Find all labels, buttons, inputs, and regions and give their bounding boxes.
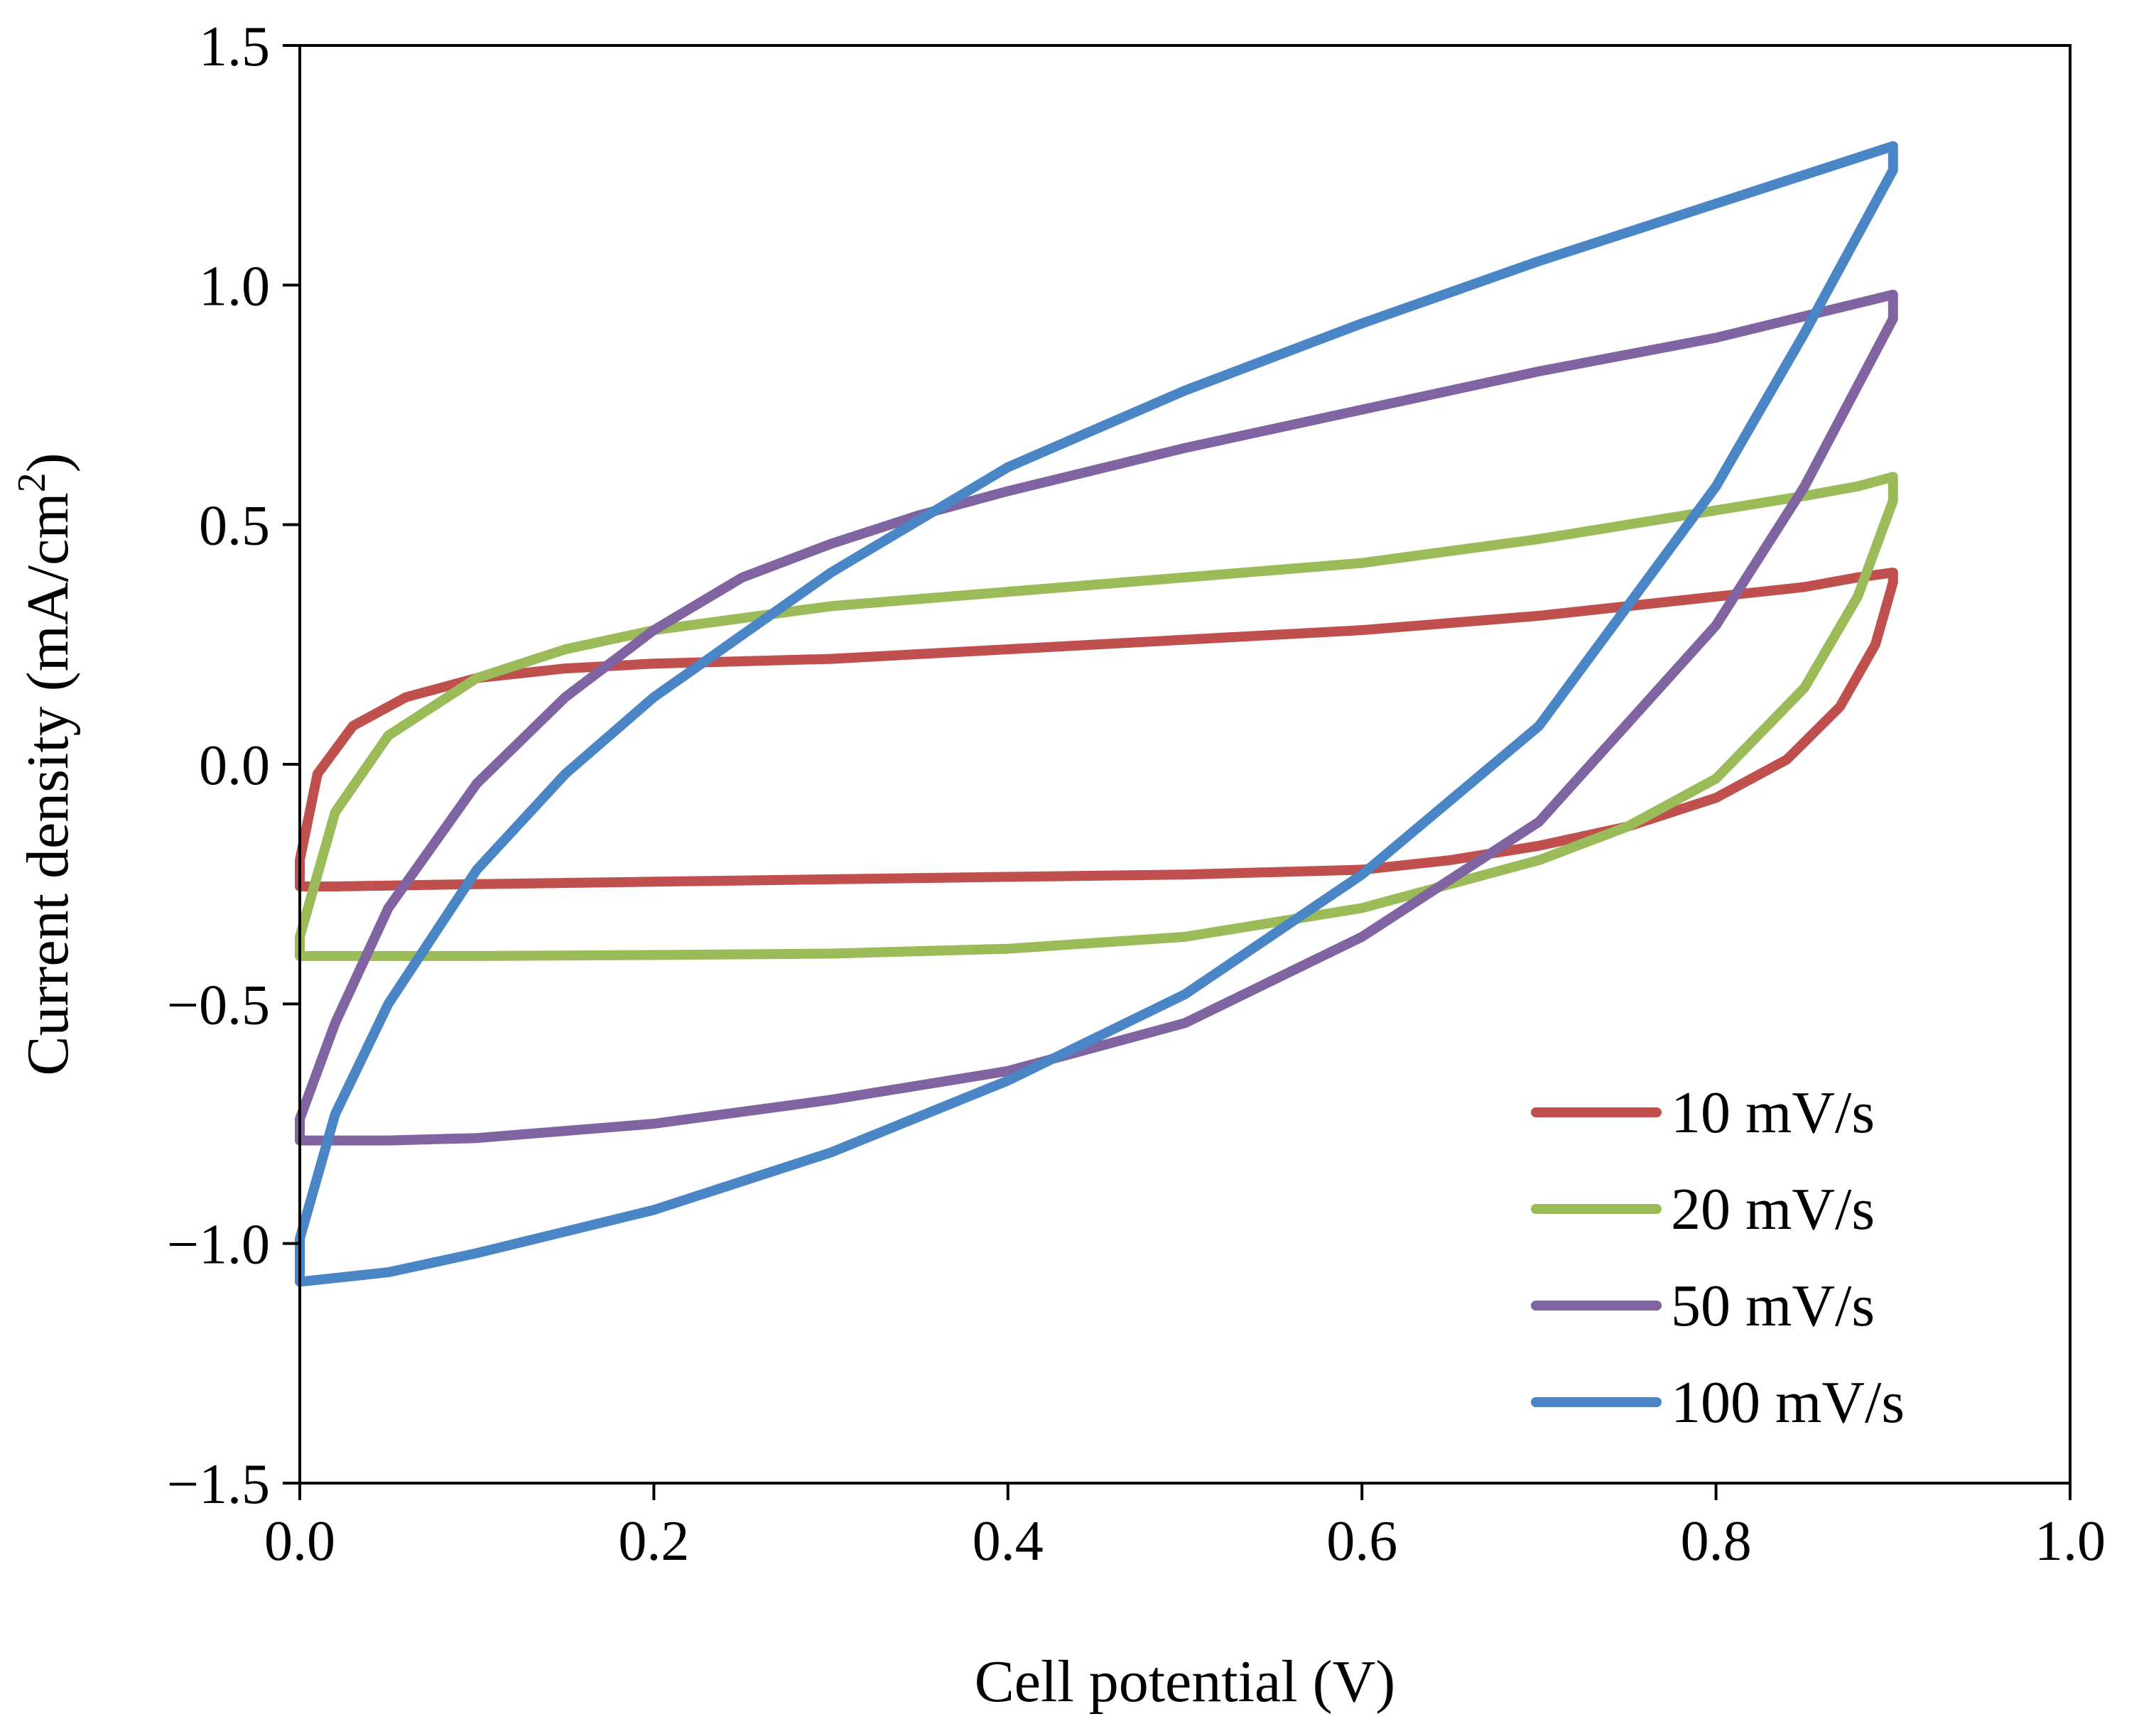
x-tick-label: 0.6 bbox=[1326, 1510, 1397, 1573]
tick-layer: 0.0 0.2 0.4 0.6 0.8 1.0 1.5 1.0 0.5 0.0 −0.5 −1.0 −1… bbox=[167, 16, 2106, 1573]
y-axis-title-end: ) bbox=[15, 452, 81, 472]
y-axis-title-superscript: 2 bbox=[10, 472, 54, 492]
y-tick-label: −1.0 bbox=[167, 1214, 270, 1276]
y-tick-label: 1.0 bbox=[199, 255, 270, 318]
series-line-20-mv-s bbox=[295, 472, 1898, 961]
x-axis-title: Cell potential (V) bbox=[975, 1649, 1396, 1715]
x-tick-label: 1.0 bbox=[2035, 1510, 2106, 1573]
legend: 10 mV/s 20 mV/s 50 mV/s 100 mV/s bbox=[1531, 1080, 1905, 1436]
y-tick-label: 0.0 bbox=[199, 734, 270, 797]
y-tick-label: 1.5 bbox=[199, 16, 270, 78]
x-tick-label: 0.2 bbox=[618, 1510, 689, 1573]
y-axis-title-main: Current density (mA/cm bbox=[15, 492, 81, 1075]
x-tick-label: 0.0 bbox=[264, 1510, 335, 1573]
y-tick-label: −1.5 bbox=[167, 1453, 270, 1516]
legend-label-50-mv-s: 50 mV/s bbox=[1671, 1273, 1875, 1339]
x-tick-label: 0.4 bbox=[973, 1510, 1044, 1573]
legend-label-20-mv-s: 20 mV/s bbox=[1671, 1176, 1875, 1242]
y-tick-label: −0.5 bbox=[167, 974, 270, 1036]
y-axis-title: Current density (mA/cm2) bbox=[10, 452, 81, 1075]
legend-label-100-mv-s: 100 mV/s bbox=[1671, 1369, 1905, 1436]
legend-label-10-mv-s: 10 mV/s bbox=[1671, 1080, 1875, 1146]
series-line-50-mv-s bbox=[295, 289, 1898, 1146]
series-layer bbox=[295, 141, 1898, 1287]
series-line-100-mv-s bbox=[295, 141, 1898, 1287]
y-tick-label: 0.5 bbox=[199, 495, 270, 558]
x-tick-label: 0.8 bbox=[1681, 1510, 1752, 1573]
